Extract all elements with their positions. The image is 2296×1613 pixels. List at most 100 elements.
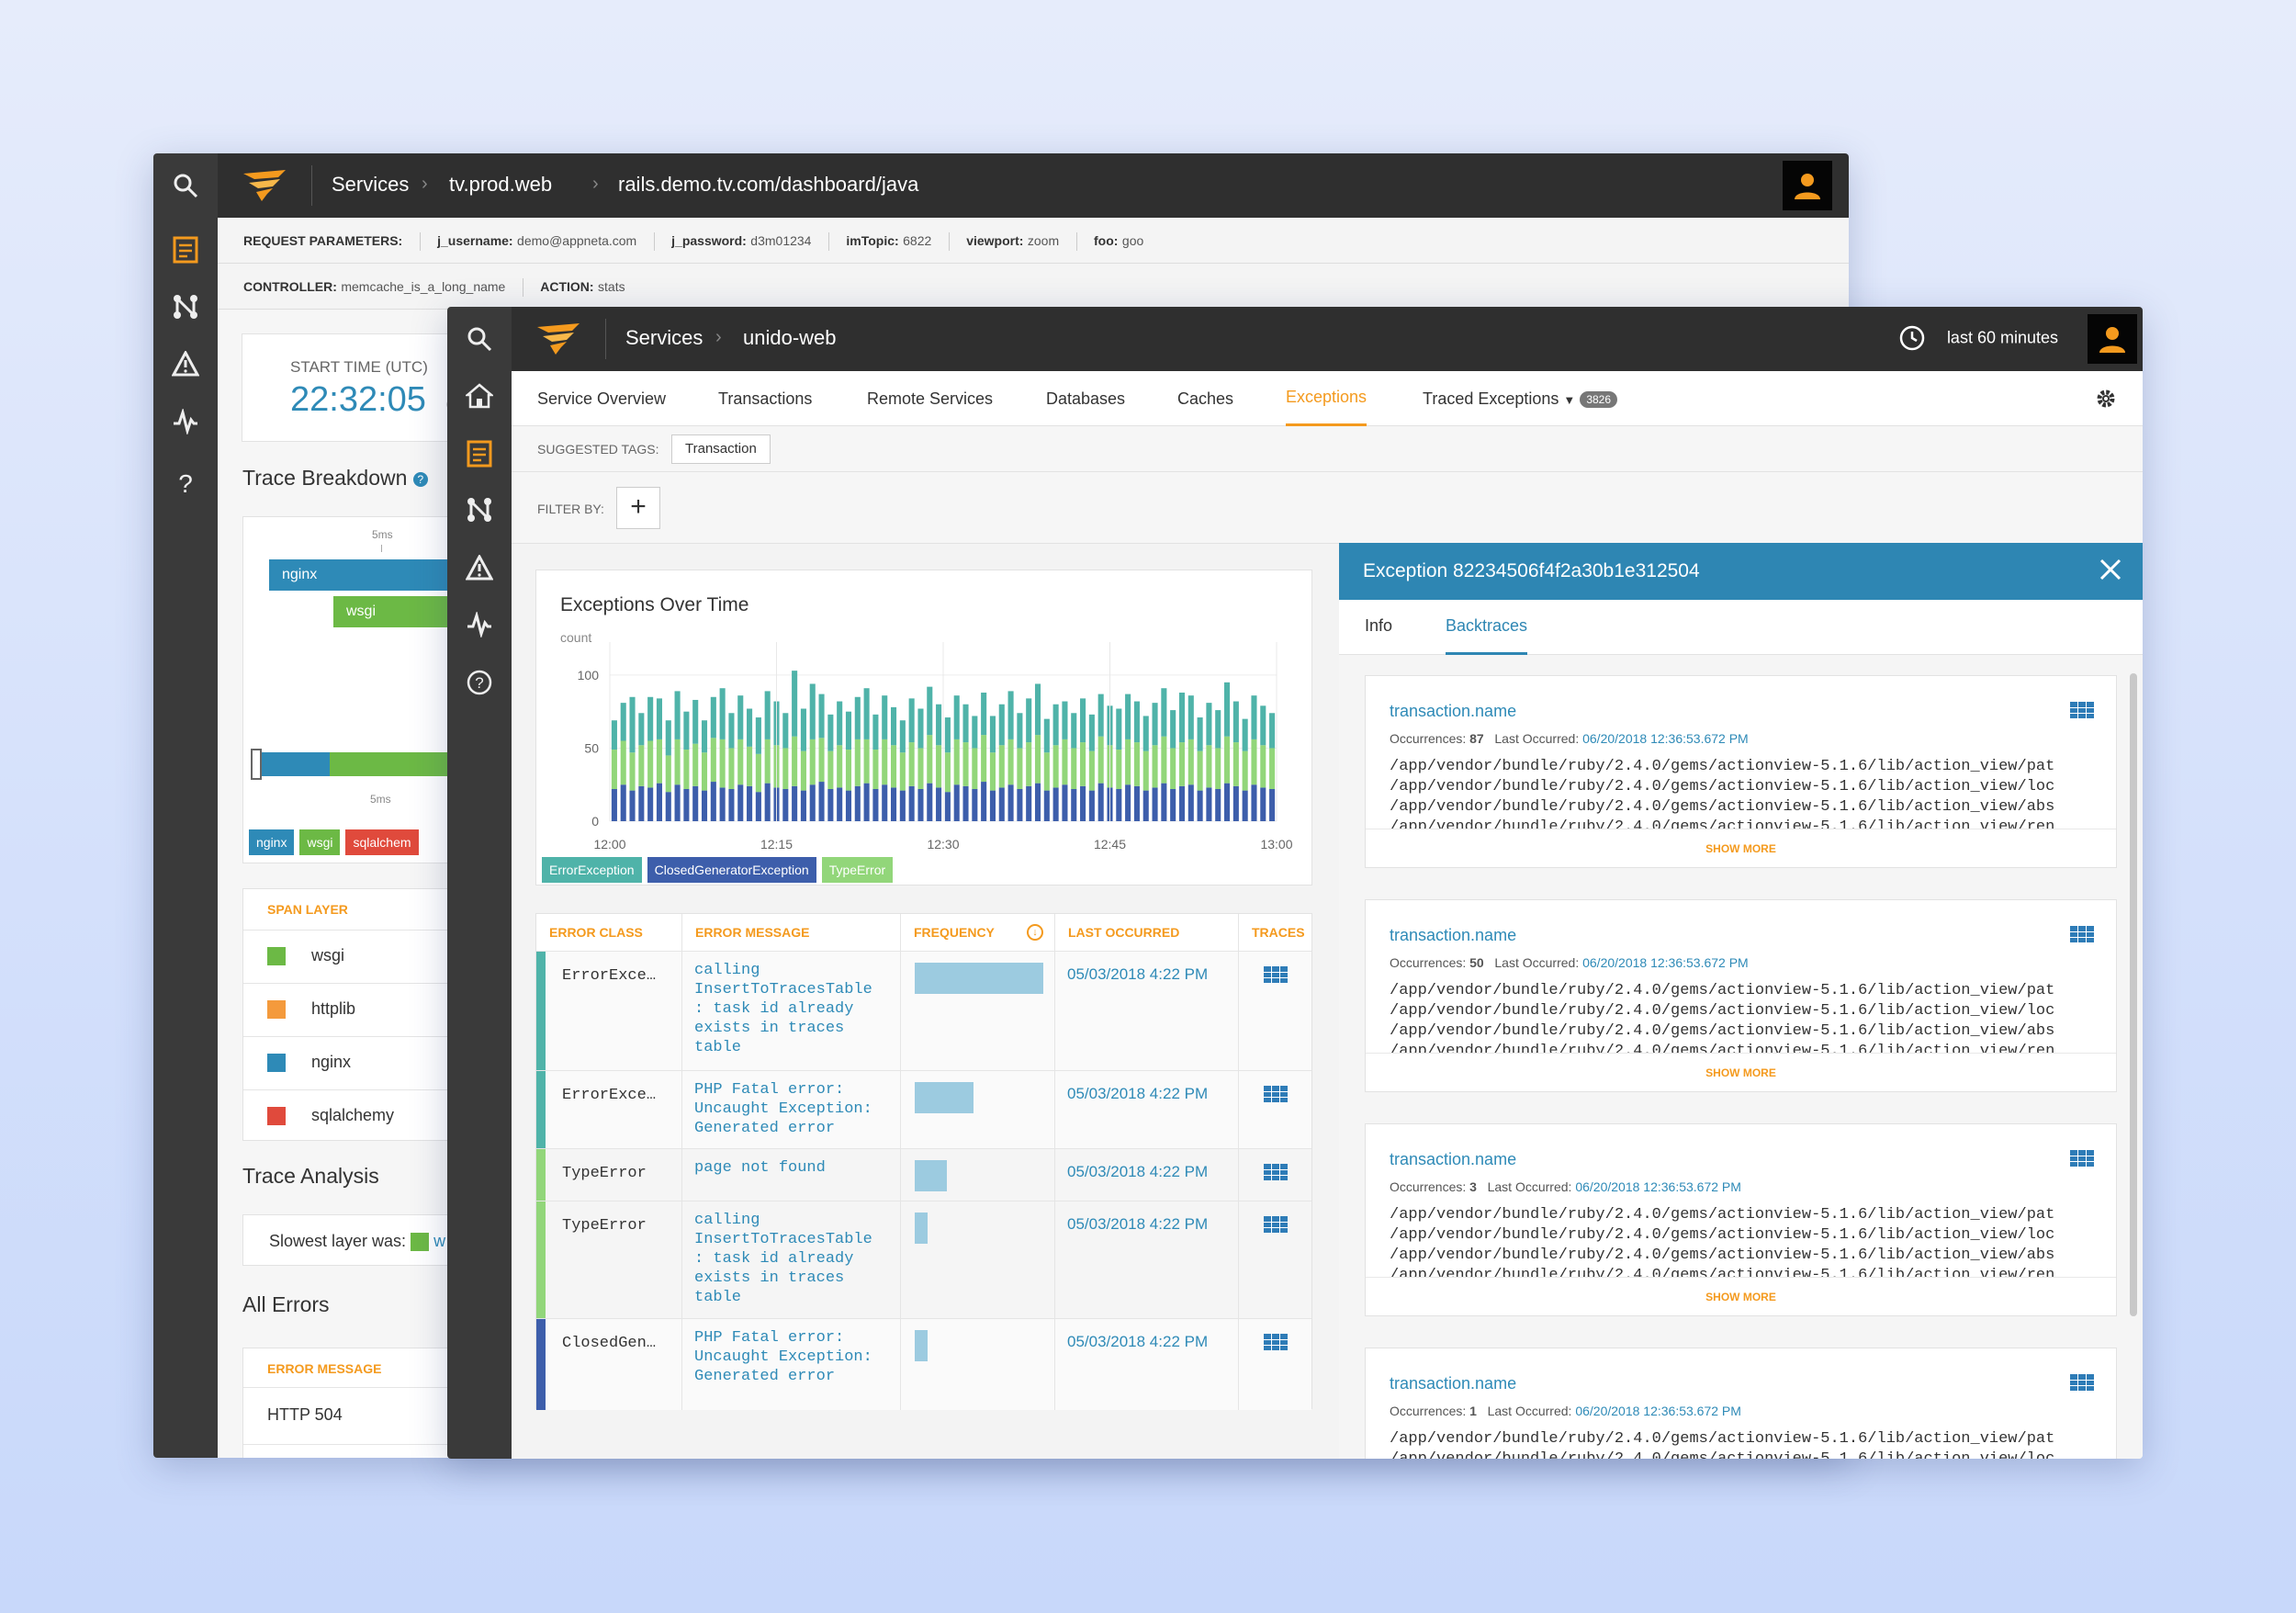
col-error-message[interactable]: ERROR MESSAGE xyxy=(681,914,900,951)
traces-grid-icon[interactable] xyxy=(1264,1216,1288,1237)
chart-bar-segment[interactable] xyxy=(1007,739,1014,785)
breadcrumb-services[interactable]: Services xyxy=(332,173,410,196)
tab-exceptions[interactable]: Exceptions xyxy=(1286,371,1367,426)
chart-bar-segment[interactable] xyxy=(1215,789,1221,821)
chart-bar-segment[interactable] xyxy=(1062,739,1068,785)
chart-bar-segment[interactable] xyxy=(899,752,906,791)
breadcrumb-services[interactable]: Services xyxy=(625,326,703,349)
chart-bar-segment[interactable] xyxy=(1026,785,1032,821)
chart-bar-segment[interactable] xyxy=(962,704,969,743)
exception-row[interactable]: ErrorExce… PHP Fatal error: Uncaught Exce… xyxy=(536,1070,1311,1148)
chart-bar-segment[interactable] xyxy=(818,694,825,739)
chart-bar-segment[interactable] xyxy=(1052,787,1059,821)
chart-bar-segment[interactable] xyxy=(882,695,888,739)
chart-bar-segment[interactable] xyxy=(981,782,987,821)
chart-bar-segment[interactable] xyxy=(1071,713,1077,749)
time-range-selector[interactable]: last 60 minutes xyxy=(1899,325,2058,351)
chart-bar-segment[interactable] xyxy=(719,739,726,788)
chart-bar-segment[interactable] xyxy=(1142,716,1149,751)
chart-bar-segment[interactable] xyxy=(1043,790,1050,821)
legend-type-error[interactable]: TypeError xyxy=(821,857,894,883)
chart-bar-segment[interactable] xyxy=(728,748,735,789)
chart-bar-segment[interactable] xyxy=(1007,784,1014,821)
chart-bar-segment[interactable] xyxy=(1017,789,1023,821)
chart-bar-segment[interactable] xyxy=(1187,739,1194,785)
chart-bar-segment[interactable] xyxy=(800,790,806,821)
error-message[interactable]: calling InsertToTracesTable : task id al… xyxy=(694,1212,872,1306)
chart-bar-segment[interactable] xyxy=(665,792,671,821)
help-icon[interactable]: ? xyxy=(447,669,512,696)
chart-bar-segment[interactable] xyxy=(764,691,771,739)
chart-bar-segment[interactable] xyxy=(927,783,933,821)
chart-bar-segment[interactable] xyxy=(647,787,654,821)
chart-bar-segment[interactable] xyxy=(1232,742,1239,786)
breadcrumb-service[interactable]: tv.prod.web xyxy=(449,173,553,196)
chart-bar-segment[interactable] xyxy=(917,789,924,821)
error-message[interactable]: calling InsertToTracesTable : task id al… xyxy=(694,962,872,1056)
home-icon[interactable] xyxy=(447,382,512,410)
tab-caches[interactable]: Caches xyxy=(1177,389,1234,408)
col-last-occurred[interactable]: LAST OCCURRED xyxy=(1054,914,1238,951)
chart-bar-segment[interactable] xyxy=(620,740,626,785)
chart-bar-segment[interactable] xyxy=(944,752,951,793)
chart-bar-segment[interactable] xyxy=(638,785,645,821)
alert-icon[interactable] xyxy=(447,555,512,581)
chart-bar-segment[interactable] xyxy=(701,720,708,753)
chart-bar-segment[interactable] xyxy=(1052,704,1059,746)
chart-bar-segment[interactable] xyxy=(927,735,933,784)
error-message[interactable]: page not found xyxy=(694,1159,826,1177)
chart-bar-segment[interactable] xyxy=(656,783,663,821)
chart-bar-segment[interactable] xyxy=(899,720,906,753)
chart-bar-segment[interactable] xyxy=(1206,787,1212,821)
chart-bar-segment[interactable] xyxy=(656,698,663,739)
chart-bar-segment[interactable] xyxy=(1251,739,1257,785)
chart-bar-segment[interactable] xyxy=(908,698,915,743)
chart-bar-segment[interactable] xyxy=(872,750,879,789)
last-occurred[interactable]: 05/03/2018 4:22 PM xyxy=(1067,1163,1209,1180)
chart-bar-segment[interactable] xyxy=(1071,748,1077,789)
chart-bar-segment[interactable] xyxy=(1187,784,1194,821)
chart-bar-segment[interactable] xyxy=(1187,695,1194,739)
activity-icon[interactable] xyxy=(447,612,512,637)
chart-bar-segment[interactable] xyxy=(1152,787,1158,821)
chart-bar-segment[interactable] xyxy=(837,701,843,746)
chart-bar-segment[interactable] xyxy=(701,752,708,791)
activity-icon[interactable] xyxy=(153,409,218,434)
tab-databases[interactable]: Databases xyxy=(1046,389,1126,408)
chart-bar-segment[interactable] xyxy=(1269,713,1276,749)
help-icon[interactable]: ? xyxy=(178,469,193,498)
search-icon[interactable] xyxy=(447,325,512,353)
chart-bar-segment[interactable] xyxy=(863,688,870,739)
chart-bar-segment[interactable] xyxy=(1197,750,1203,791)
chart-bar-segment[interactable] xyxy=(692,699,699,744)
chart-bar-segment[interactable] xyxy=(692,743,699,786)
chart-bar-segment[interactable] xyxy=(998,787,1005,821)
chart-bar-segment[interactable] xyxy=(1125,739,1131,785)
chart-bar-segment[interactable] xyxy=(1116,708,1122,750)
chart-bar-segment[interactable] xyxy=(647,696,654,741)
traces-grid-icon[interactable] xyxy=(2070,1150,2094,1171)
chart-bar-segment[interactable] xyxy=(1034,783,1041,821)
exception-row[interactable]: TypeError calling InsertToTracesTable : t… xyxy=(536,1201,1311,1318)
chart-bar-segment[interactable] xyxy=(809,739,816,785)
chart-bar-segment[interactable] xyxy=(710,696,716,739)
chart-bar-segment[interactable] xyxy=(972,789,978,821)
transaction-link[interactable]: transaction.name xyxy=(1390,1150,1517,1168)
error-message[interactable]: PHP Fatal error: Uncaught Exception: Gen… xyxy=(694,1329,872,1385)
chart-bar-segment[interactable] xyxy=(1043,718,1050,753)
chart-bar-segment[interactable] xyxy=(863,783,870,821)
chart-bar-segment[interactable] xyxy=(611,750,617,789)
chart-bar-segment[interactable] xyxy=(818,782,825,821)
chart-bar-segment[interactable] xyxy=(908,785,915,821)
error-message[interactable]: PHP Fatal error: Uncaught Exception: Gen… xyxy=(694,1081,872,1137)
chart-bar-segment[interactable] xyxy=(782,748,789,789)
traces-grid-icon[interactable] xyxy=(2070,1374,2094,1395)
chart-bar-segment[interactable] xyxy=(611,789,617,821)
span-row-httplib[interactable]: httplib xyxy=(267,999,355,1020)
chart-bar-segment[interactable] xyxy=(936,745,942,788)
chart-bar-segment[interactable] xyxy=(728,713,735,749)
col-traces[interactable]: TRACES xyxy=(1238,914,1313,951)
dashboard-icon[interactable] xyxy=(153,236,218,264)
chart-bar-segment[interactable] xyxy=(674,739,681,785)
legend-nginx[interactable]: nginx xyxy=(249,829,295,855)
